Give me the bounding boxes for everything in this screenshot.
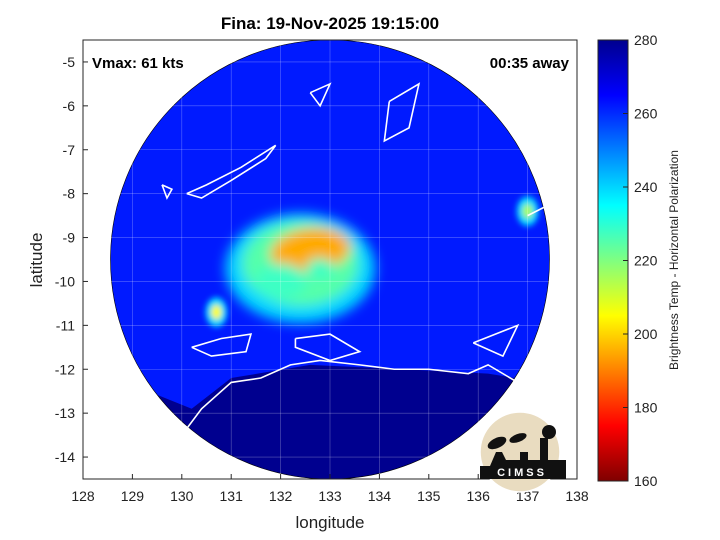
x-tick-label: 134	[368, 488, 392, 504]
swath-disc	[110, 40, 550, 479]
chart-title: Fina: 19-Nov-2025 19:15:00	[221, 14, 439, 33]
colorbar-tick-label: 200	[634, 326, 658, 342]
x-tick-label: 133	[318, 488, 342, 504]
y-tick-label: -9	[63, 230, 76, 246]
y-tick-label: -13	[55, 405, 75, 421]
x-axis-label: longitude	[295, 513, 364, 532]
colorbar-tick-label: 240	[634, 179, 658, 195]
coastline-joseph-bonaparte	[131, 438, 173, 479]
colorbar-tick-label: 220	[634, 253, 658, 269]
colorbar-tick-label: 260	[634, 106, 658, 122]
x-tick-label: 132	[269, 488, 293, 504]
y-tick-label: -5	[63, 54, 76, 70]
logo-text: CIMSS	[497, 467, 547, 479]
coastline	[116, 40, 577, 479]
x-tick-label: 136	[467, 488, 491, 504]
x-tick-label: 130	[170, 488, 194, 504]
coastline-wetar-islet	[116, 153, 129, 165]
x-tick-label: 131	[220, 488, 244, 504]
y-tick-label: -10	[55, 273, 75, 289]
colorbar-ticks: 160 180 200 220 240 260 280	[623, 32, 658, 489]
storm-eye	[306, 258, 335, 279]
vmax-annotation: Vmax: 61 kts	[92, 55, 184, 72]
y-tick-label: -6	[63, 98, 76, 114]
time-away-annotation: 00:35 away	[490, 55, 570, 72]
swath-layer	[110, 40, 550, 479]
y-axis-ticks: -5 -6 -7 -8 -9 -10 -11 -12 -13 -14	[55, 54, 88, 465]
colorbar-tick-label: 160	[634, 473, 658, 489]
coastline-north-australia	[181, 359, 573, 436]
colorbar-tick-label: 280	[634, 32, 658, 48]
storm-features	[225, 213, 376, 324]
colorbar-tick-label: 180	[634, 400, 658, 416]
swath-edge	[110, 40, 550, 479]
logo-silhouette	[480, 438, 566, 479]
colorbar: 160 180 200 220 240 260 280 Brightness Temp - …	[597, 32, 681, 489]
cimss-logo: CIMSS	[479, 411, 566, 493]
coastline-cobourg	[294, 333, 362, 362]
logo-dish-left	[487, 436, 507, 450]
plot-area	[82, 39, 578, 480]
x-tick-label: 135	[417, 488, 441, 504]
y-tick-label: -8	[63, 186, 76, 202]
coastline-kai	[309, 82, 332, 108]
logo-water-tower	[542, 425, 556, 439]
coastline-aru	[383, 82, 421, 143]
coastline-tanimbar	[186, 144, 277, 199]
coastline-wessel	[472, 323, 520, 358]
y-tick-label: -7	[63, 142, 76, 158]
storm-inner-band	[254, 263, 307, 300]
logo-dish-right	[509, 433, 527, 443]
convective-cells	[205, 196, 539, 328]
grid-lines	[82, 40, 578, 479]
x-tick-label: 138	[565, 488, 589, 504]
x-tick-label: 128	[71, 488, 95, 504]
coastline-babar	[161, 184, 174, 200]
coastline-kolepom	[527, 184, 577, 217]
y-tick-label: -11	[56, 317, 75, 333]
colorbar-label: Brightness Temp - Horizontal Polarizatio…	[667, 150, 681, 370]
x-axis-ticks: 128 129 130 131 132 133 134 135 136 137 138	[71, 474, 589, 504]
y-tick-label: -12	[55, 361, 75, 377]
cell-west	[211, 305, 222, 320]
coastline-melville	[191, 333, 253, 357]
y-axis-label: latitude	[27, 233, 46, 288]
x-tick-label: 129	[121, 488, 145, 504]
coastline-new-guinea	[492, 40, 577, 63]
y-tick-label: -14	[55, 449, 75, 465]
